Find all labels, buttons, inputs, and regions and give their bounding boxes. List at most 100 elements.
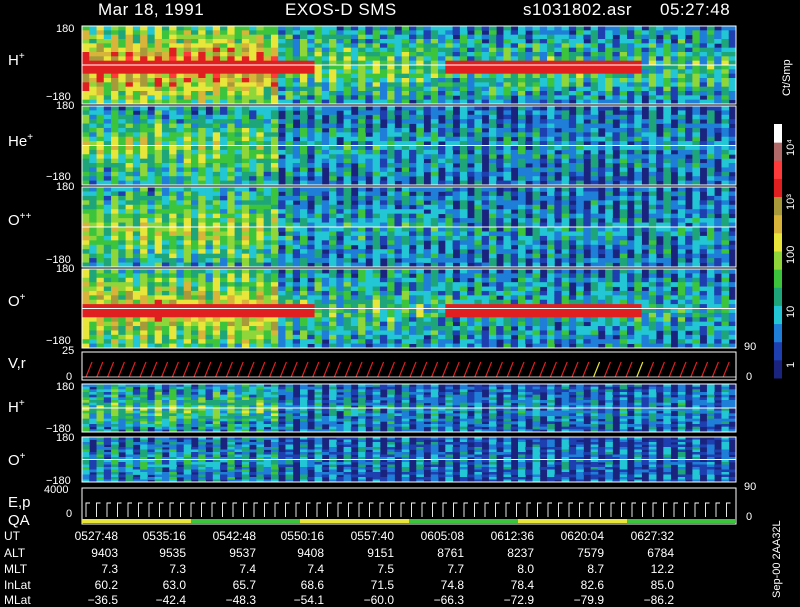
ephemeris-value: −36.5 (58, 594, 118, 606)
ephemeris-value: 0542:48 (196, 530, 256, 542)
y-tick: 180 (56, 101, 74, 112)
ephemeris-value: −60.0 (334, 594, 394, 606)
ephemeris-row-label: ALT (4, 547, 25, 559)
ephemeris-value: 7.4 (264, 563, 324, 575)
ephemeris-value: 0550:16 (264, 530, 324, 542)
ephemeris-value: 8.0 (474, 563, 534, 575)
ephemeris-value: 9403 (58, 547, 118, 559)
ephemeris-value: 65.7 (196, 579, 256, 591)
colorbar-segment (774, 178, 782, 197)
colorbar-unit: Ct/Smp (782, 59, 793, 96)
ephemeris-value: 7.4 (196, 563, 256, 575)
ephemeris-value: 8761 (404, 547, 464, 559)
ephemeris-value: 7.3 (126, 563, 186, 575)
panel-label-qa: QA (8, 513, 30, 528)
panel-label-h-plus-small: H+ (8, 399, 25, 415)
ephemeris-value: 78.4 (474, 579, 534, 591)
qa-bar (300, 519, 409, 523)
ephemeris-value: −42.4 (126, 594, 186, 606)
ephemeris-value: 9151 (334, 547, 394, 559)
ephemeris-row-label: InLat (4, 579, 31, 591)
ephemeris-row-label: MLT (4, 563, 27, 575)
right-tick: 90 (744, 482, 756, 493)
ephemeris-value: 74.8 (404, 579, 464, 591)
ephemeris-row-label: MLat (4, 594, 31, 606)
spectrogram-panel (82, 269, 736, 348)
ephemeris-value: 0605:08 (404, 530, 464, 542)
right-tick: 0 (746, 512, 752, 523)
y-tick: 4000 (44, 485, 68, 496)
ephemeris-value: 8237 (474, 547, 534, 559)
right-tick: 0 (746, 372, 752, 383)
colorbar-tick: 100 (786, 246, 797, 264)
y-tick: 180 (56, 182, 74, 193)
panel-label-o-plus-plus: O++ (8, 212, 31, 228)
colorbar-segment (774, 215, 782, 234)
ephemeris-value: 7.7 (404, 563, 464, 575)
colorbar-segment (774, 305, 782, 324)
colorbar-segment (774, 324, 782, 343)
ephemeris-value: 0612:36 (474, 530, 534, 542)
ephemeris-value: 0527:48 (58, 530, 118, 542)
colorbar-segment (774, 160, 782, 179)
spectrogram-panel (82, 26, 736, 104)
qa-bar (82, 519, 191, 523)
ephemeris-value: 9408 (264, 547, 324, 559)
spectrogram-small-panel (82, 437, 736, 482)
qa-bar (409, 519, 518, 523)
panel-label-he-plus: He+ (8, 133, 33, 149)
ephemeris-value: −66.3 (404, 594, 464, 606)
ephemeris-value: 60.2 (58, 579, 118, 591)
colorbar-tick: 10 (786, 306, 797, 318)
side-stamp: Sep-00 2AA32L (772, 520, 783, 598)
panel-label-h-plus: H+ (8, 52, 25, 68)
ephemeris-value: 82.6 (544, 579, 604, 591)
y-tick: 25 (62, 346, 74, 357)
ephemeris-value: −86.2 (614, 594, 674, 606)
ephemeris-value: 68.6 (264, 579, 324, 591)
spectrogram-panel (82, 187, 736, 267)
ephemeris-value: 71.5 (334, 579, 394, 591)
y-tick: 180 (56, 24, 74, 35)
ephemeris-value: 8.7 (544, 563, 604, 575)
panel-label-vr: V,r (8, 356, 26, 371)
right-tick: 90 (744, 342, 756, 353)
colorbar-segment (774, 251, 782, 270)
ephemeris-value: 9537 (196, 547, 256, 559)
ephemeris-value: 85.0 (614, 579, 674, 591)
ephemeris-value: 9535 (126, 547, 186, 559)
colorbar-segment (774, 142, 782, 161)
panel-label-o-plus: O+ (8, 293, 26, 309)
colorbar-tick: 1 (786, 362, 797, 368)
qa-bar (627, 519, 736, 523)
colorbar-segment (774, 342, 782, 361)
ephemeris-value: −48.3 (196, 594, 256, 606)
ephemeris-value: 0557:40 (334, 530, 394, 542)
ephemeris-value: 7579 (544, 547, 604, 559)
qa-bar (191, 519, 300, 523)
y-tick: 0 (66, 509, 72, 520)
ephemeris-value: 6784 (614, 547, 674, 559)
qa-bar (518, 519, 627, 523)
ephemeris-value: 7.3 (58, 563, 118, 575)
y-tick: 180 (56, 382, 74, 393)
y-tick: 180 (56, 433, 74, 444)
spectrogram-panel (82, 106, 736, 185)
ephemeris-value: 12.2 (614, 563, 674, 575)
panel-label-o-plus-small: O+ (8, 452, 26, 468)
ephemeris-value: 0535:16 (126, 530, 186, 542)
colorbar-tick: 10³ (786, 194, 797, 210)
panel-label-ep: E,p (8, 495, 31, 510)
ephemeris-value: 63.0 (126, 579, 186, 591)
colorbar-segment (774, 197, 782, 216)
ephemeris-value: 0627:32 (614, 530, 674, 542)
colorbar-tick: 10⁴ (786, 139, 797, 156)
y-tick: 180 (56, 264, 74, 275)
ephemeris-row-label: UT (4, 530, 20, 542)
colorbar-segment (774, 269, 782, 288)
ephemeris-value: 7.5 (334, 563, 394, 575)
colorbar-segment (774, 124, 782, 143)
spectrogram-small-panel (82, 384, 736, 432)
colorbar-segment (774, 287, 782, 306)
